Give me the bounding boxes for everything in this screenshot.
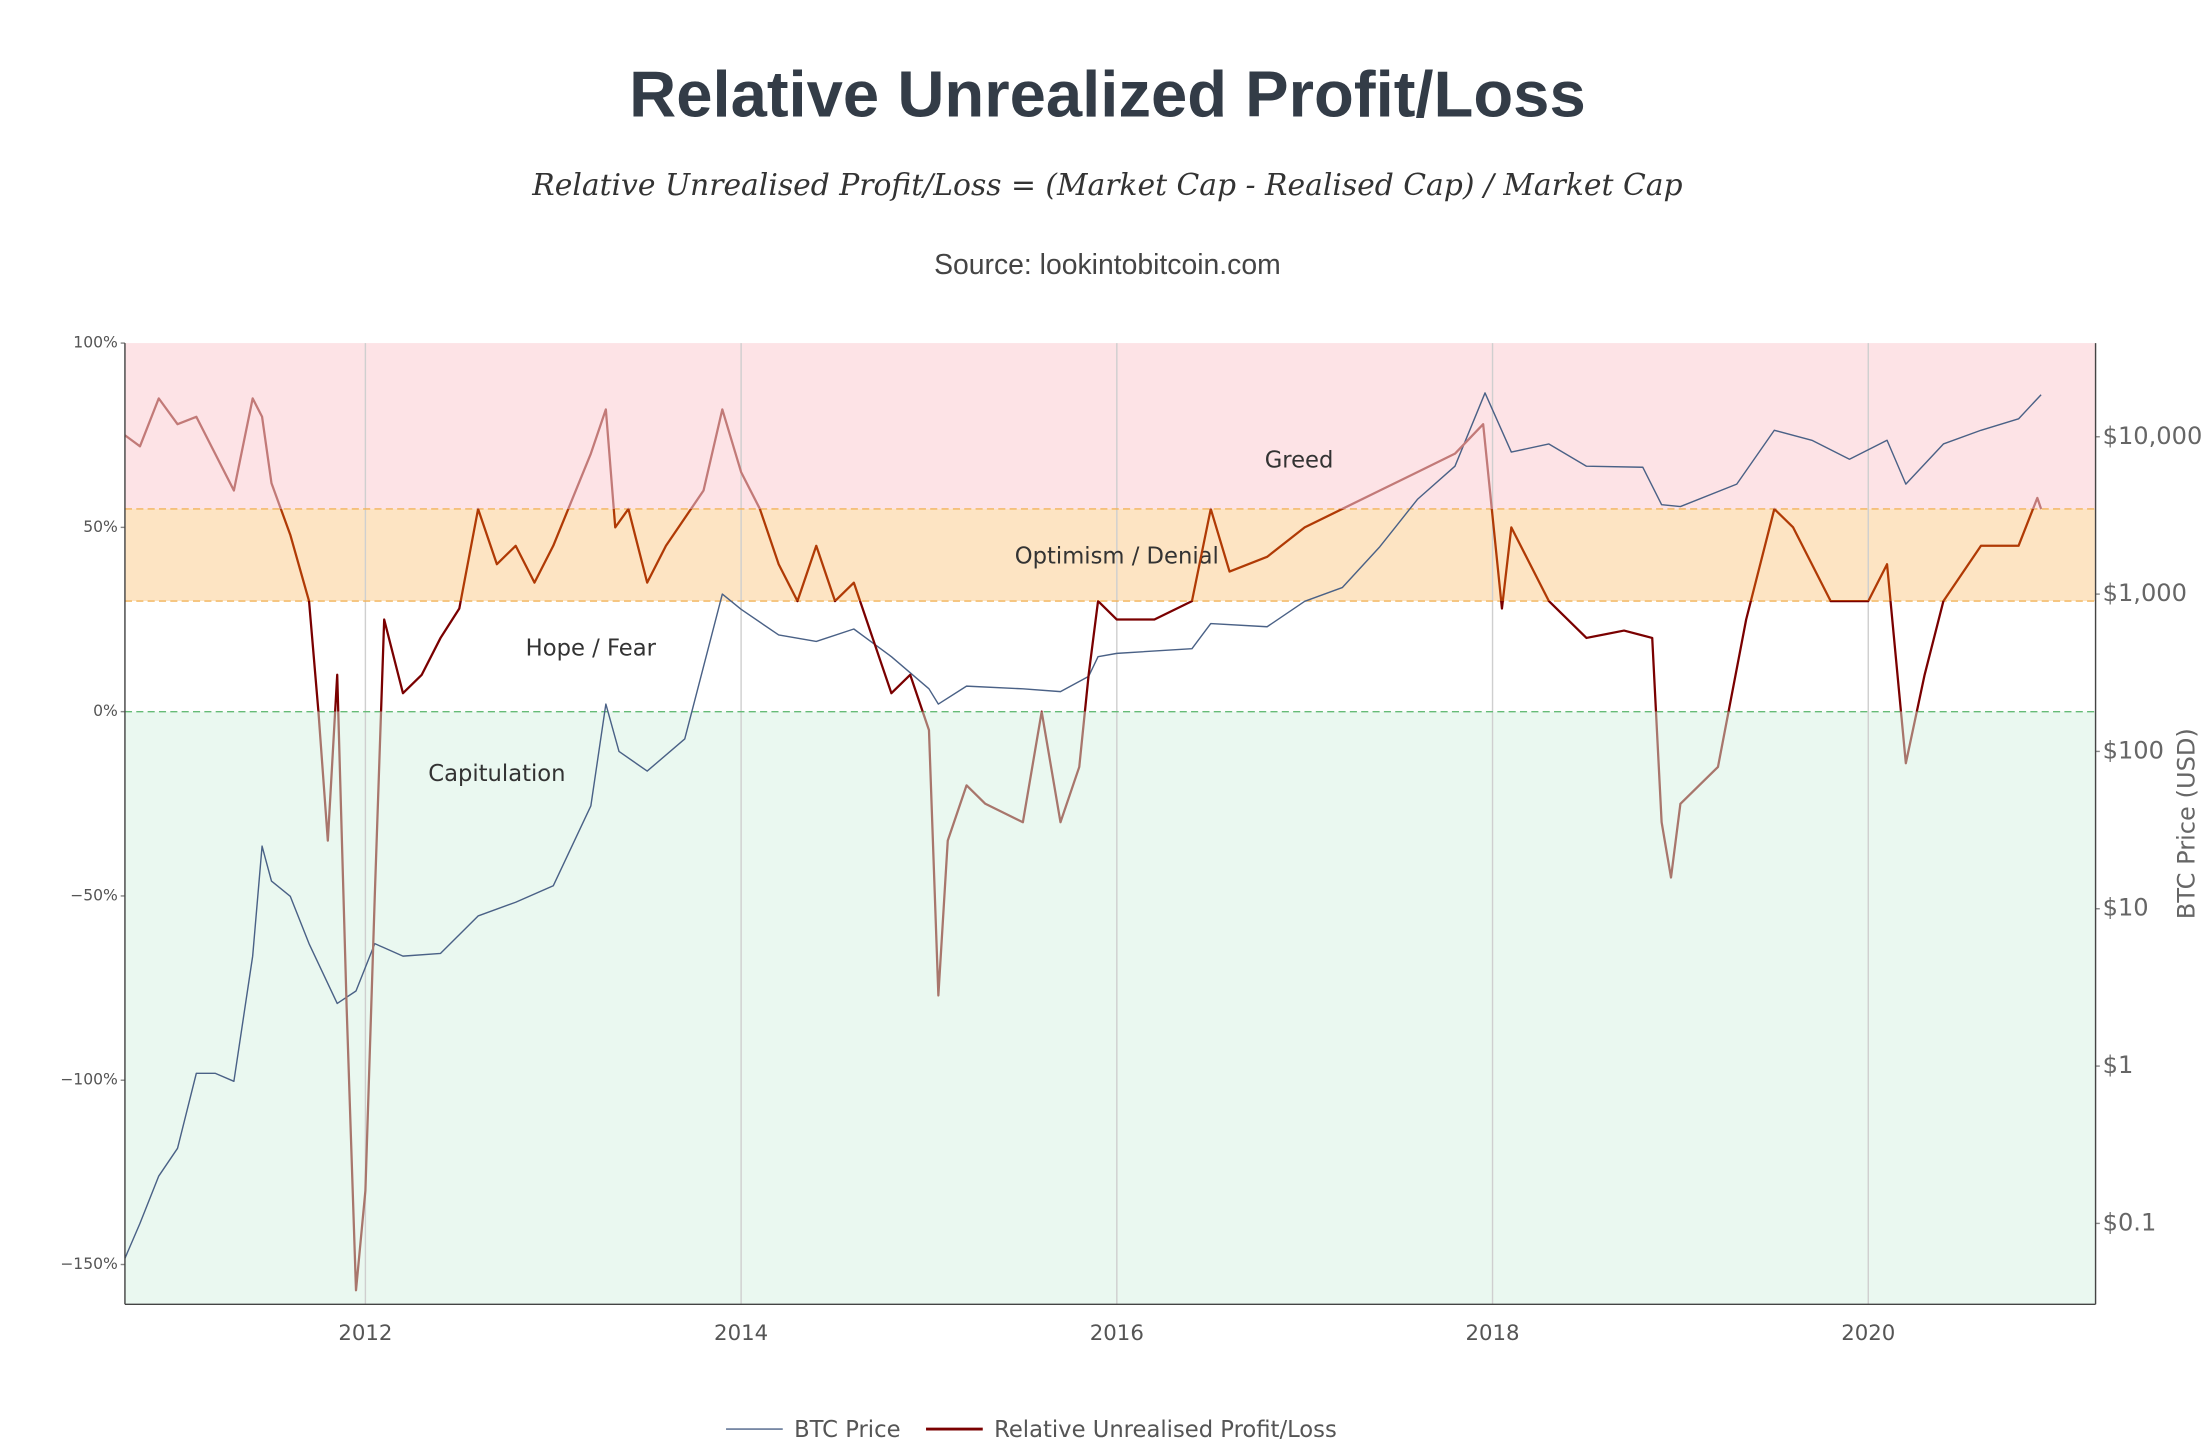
chart-subtitle: Relative Unrealised Profit/Loss = (Marke… xyxy=(531,168,1682,203)
zone-label: Capitulation xyxy=(428,761,565,787)
y-tick-label: 100% xyxy=(73,334,118,352)
zone-label: Greed xyxy=(1265,448,1334,474)
y2-axis-title: BTC Price (USD) xyxy=(2173,728,2201,919)
legend-label: Relative Unrealised Profit/Loss xyxy=(994,1417,1337,1443)
legend-label: BTC Price xyxy=(794,1417,900,1443)
y-tick-label: 0% xyxy=(93,702,118,720)
zone-band xyxy=(124,601,2096,712)
chart-title: Relative Unrealized Profit/Loss xyxy=(629,57,1586,130)
y2-tick-label: $1,000 xyxy=(2103,579,2187,607)
y2-tick-label: $10,000 xyxy=(2103,422,2203,450)
series-line xyxy=(124,392,2042,1259)
series-line xyxy=(124,397,2043,1292)
y2-tick-label: $100 xyxy=(2103,736,2164,764)
x-tick-label: 2018 xyxy=(1465,1321,1519,1346)
x-tick-label: 2020 xyxy=(1841,1321,1895,1346)
y-tick-label: −100% xyxy=(60,1071,118,1089)
zone-band xyxy=(124,711,2096,1305)
x-tick-label: 2014 xyxy=(714,1321,768,1346)
source: Source: lookintobitcoin.com xyxy=(934,249,1281,281)
x-tick-label: 2012 xyxy=(338,1321,392,1346)
y2-tick-label: $1 xyxy=(2103,1051,2134,1079)
zone-label: Hope / Fear xyxy=(526,635,657,661)
zone-band xyxy=(124,343,2096,509)
y2-tick-label: $0.1 xyxy=(2103,1208,2157,1236)
x-tick-label: 2016 xyxy=(1090,1321,1144,1346)
y-tick-label: 50% xyxy=(83,518,118,536)
zone-band xyxy=(124,508,2096,602)
y-tick-label: −150% xyxy=(60,1255,118,1273)
y2-tick-label: $10 xyxy=(2103,894,2149,922)
y-tick-label: −50% xyxy=(70,886,118,904)
zone-label: Optimism / Denial xyxy=(1015,543,1219,569)
